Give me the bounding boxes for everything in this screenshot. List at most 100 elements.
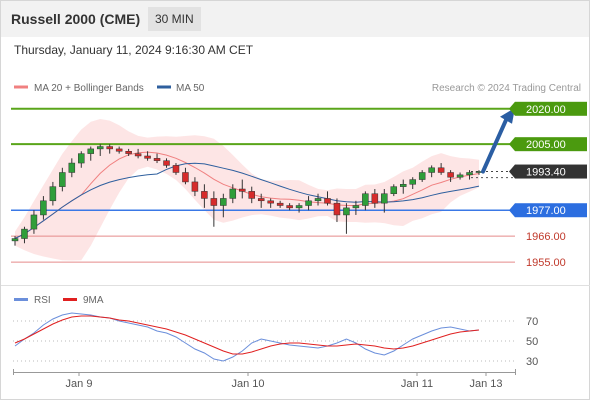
level-label-3: 1977.00	[526, 205, 566, 217]
candle-body-12	[125, 151, 132, 154]
candle-body-13	[134, 153, 142, 157]
9ma-legend-swatch	[63, 298, 77, 301]
candle-body-25	[248, 191, 255, 199]
candle-43	[418, 170, 426, 182]
candle-body-9	[96, 146, 104, 150]
interval-button[interactable]: 30 MIN	[148, 7, 201, 31]
level-label-0: 2020.00	[526, 104, 566, 116]
bollinger-bands	[15, 119, 479, 261]
moving-averages	[14, 151, 480, 239]
candle-body-39	[381, 193, 388, 204]
rsi-tick-label-1: 50	[526, 336, 538, 348]
candle-23	[229, 184, 237, 204]
candle-12	[125, 148, 132, 156]
candle-body-48	[466, 172, 473, 176]
projection	[481, 107, 515, 174]
level-badge-1	[515, 137, 587, 152]
candle-18	[182, 167, 189, 185]
candle-42	[409, 177, 416, 189]
candle-body-4	[49, 186, 57, 202]
candle-body-29	[286, 205, 293, 209]
rsi-line	[14, 312, 480, 362]
candle-38	[371, 189, 379, 208]
candle-11	[115, 146, 123, 154]
level-badge-pointer-2	[509, 164, 515, 179]
ma20-line	[14, 151, 480, 239]
9ma-legend-label: 9MA	[83, 295, 104, 306]
candle-17	[172, 163, 180, 175]
9ma-line	[14, 315, 480, 355]
rsi-panel: 70 50 30	[13, 312, 538, 368]
x-axis: Jan 9 Jan 10 Jan 11 Jan 13	[13, 369, 516, 390]
candle-21	[210, 191, 218, 227]
candle-body-38	[371, 193, 379, 204]
candle-body-24	[239, 188, 246, 192]
instrument-title: Russell 2000 (CME)	[11, 11, 141, 27]
candle-body-35	[343, 207, 350, 216]
candle-36	[352, 200, 360, 215]
candle-3	[40, 196, 47, 220]
candle-body-14	[144, 155, 151, 159]
candle-body-44	[428, 167, 435, 173]
x-tick-label-3: Jan 13	[469, 378, 502, 390]
candle-body-10	[106, 146, 113, 150]
rsi-legend-label: RSI	[34, 295, 51, 306]
ma50-legend-label: MA 50	[176, 83, 205, 94]
candle-1	[21, 226, 28, 244]
candle-body-7	[78, 153, 85, 164]
rsi-legend-swatch	[14, 298, 28, 301]
candlesticks	[11, 144, 483, 246]
x-tick-label-1: Jan 10	[231, 378, 264, 390]
ma20-legend-swatch	[14, 85, 28, 89]
candle-body-2	[30, 214, 38, 230]
candle-30	[295, 203, 303, 213]
candle-28	[276, 200, 284, 208]
candle-body-41	[399, 184, 407, 187]
candle-14	[144, 151, 151, 161]
candle-body-34	[333, 202, 341, 216]
candle-4	[49, 181, 57, 206]
candle-body-27	[267, 200, 274, 204]
level-label-5: 1955.00	[526, 257, 566, 269]
rsi-tick-label-0: 70	[526, 316, 538, 328]
price-levels	[11, 107, 515, 263]
candle-9	[96, 144, 104, 156]
candle-body-37	[362, 193, 369, 206]
main-legend: MA 20 + Bollinger Bands MA 50 Research ©…	[14, 83, 581, 94]
candle-body-42	[409, 179, 416, 185]
candle-37	[362, 191, 369, 211]
candle-22	[220, 193, 227, 218]
candle-25	[248, 186, 255, 204]
candle-10	[106, 144, 113, 154]
level-label-2: 1993.40	[526, 167, 566, 179]
candle-body-21	[210, 198, 218, 206]
candle-33	[324, 191, 331, 206]
candle-5	[59, 167, 66, 192]
candle-body-8	[87, 148, 95, 154]
candle-35	[343, 203, 350, 234]
copyright-label: Research © 2024 Trading Central	[432, 83, 581, 94]
level-badge-3	[515, 203, 587, 218]
candle-body-45	[437, 167, 445, 173]
candle-body-28	[276, 202, 284, 206]
candle-body-36	[352, 205, 360, 209]
candle-body-17	[172, 165, 180, 173]
candle-40	[390, 184, 398, 197]
candle-body-30	[295, 205, 303, 209]
chart-header: Russell 2000 (CME) 30 MIN	[1, 1, 589, 37]
x-tick-label-0: Jan 9	[66, 378, 93, 390]
projection-arrow-shaft	[481, 115, 509, 174]
ma20-legend-label: MA 20 + Bollinger Bands	[34, 83, 144, 94]
candle-body-3	[40, 200, 47, 216]
candle-46	[447, 170, 454, 182]
x-tick-label-2: Jan 11	[401, 378, 433, 390]
bollinger-band-area	[15, 119, 479, 261]
candle-2	[30, 210, 38, 234]
ma50-line	[14, 162, 480, 239]
ma50-legend-swatch	[157, 85, 171, 89]
level-badge-pointer-3	[509, 203, 515, 218]
candle-body-31	[305, 200, 312, 206]
candle-body-22	[220, 198, 227, 206]
candle-34	[333, 198, 341, 223]
